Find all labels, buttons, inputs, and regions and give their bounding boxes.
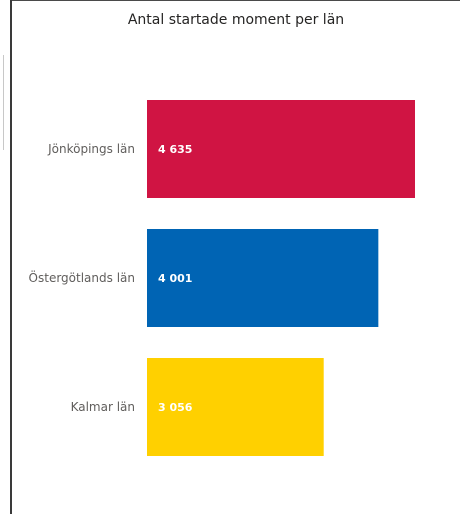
- visual-left-border: [10, 0, 12, 514]
- chart-title: Antal startade moment per län: [127, 12, 345, 28]
- bar-3[interactable]: [147, 358, 324, 456]
- data-label-2: 4 001: [158, 272, 192, 285]
- bar-2[interactable]: [147, 229, 379, 327]
- data-label-1: 4 635: [158, 143, 192, 156]
- category-label-1: Jönköpings län: [47, 142, 135, 156]
- visual-top-border: [10, 0, 460, 1]
- data-label-3: 3 056: [158, 401, 193, 414]
- adjacent-panel-edge: [0, 55, 4, 150]
- category-label-2: Östergötlands län: [29, 269, 135, 285]
- category-label-3: Kalmar län: [71, 400, 135, 414]
- bar-1[interactable]: [147, 100, 415, 198]
